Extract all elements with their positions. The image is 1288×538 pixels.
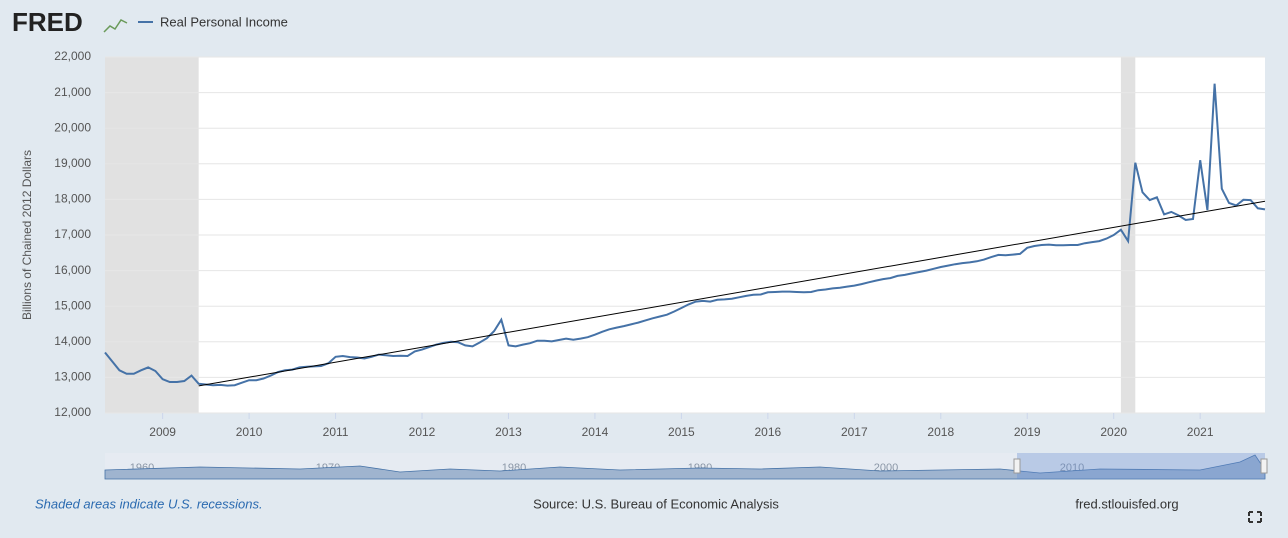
navigator-selection[interactable] bbox=[1017, 453, 1265, 479]
fullscreen-icon[interactable] bbox=[1248, 511, 1262, 523]
site: fred.stlouisfed.org bbox=[1075, 496, 1178, 511]
y-tick-label: 20,000 bbox=[54, 120, 91, 134]
y-tick-label: 13,000 bbox=[54, 370, 91, 384]
x-tick-label: 2016 bbox=[755, 425, 782, 439]
x-tick-label: 2019 bbox=[1014, 425, 1041, 439]
y-tick-label: 19,000 bbox=[54, 156, 91, 170]
y-tick-label: 21,000 bbox=[54, 85, 91, 99]
navigator-handle[interactable] bbox=[1260, 458, 1268, 474]
y-tick-label: 18,000 bbox=[54, 192, 91, 206]
x-tick-label: 2011 bbox=[323, 425, 349, 439]
y-axis-label: Billions of Chained 2012 Dollars bbox=[20, 150, 34, 320]
x-tick-label: 2017 bbox=[841, 425, 868, 439]
source: Source: U.S. Bureau of Economic Analysis bbox=[533, 496, 779, 511]
x-tick-label: 2015 bbox=[668, 425, 695, 439]
x-tick-label: 2021 bbox=[1187, 425, 1214, 439]
x-tick-label: 2018 bbox=[927, 425, 954, 439]
navigator-handle[interactable] bbox=[1013, 458, 1021, 474]
x-tick-label: 2009 bbox=[149, 425, 176, 439]
navigator-series bbox=[104, 454, 1266, 480]
x-tick-label: 2020 bbox=[1100, 425, 1127, 439]
series-line bbox=[104, 83, 1266, 387]
logo: FRED bbox=[12, 7, 83, 37]
x-tick-label: 2012 bbox=[409, 425, 436, 439]
y-tick-label: 16,000 bbox=[54, 263, 91, 277]
y-tick-label: 17,000 bbox=[54, 227, 91, 241]
logo-icon bbox=[103, 19, 128, 33]
y-tick-label: 12,000 bbox=[54, 405, 91, 419]
y-tick-label: 15,000 bbox=[54, 298, 91, 312]
y-tick-label: 14,000 bbox=[54, 334, 91, 348]
x-tick-label: 2014 bbox=[582, 425, 609, 439]
trend-line bbox=[198, 200, 1266, 387]
y-tick-label: 22,000 bbox=[54, 49, 91, 63]
x-tick-label: 2013 bbox=[495, 425, 522, 439]
x-tick-label: 2010 bbox=[236, 425, 263, 439]
legend-label: Real Personal Income bbox=[160, 14, 288, 29]
recession-note: Shaded areas indicate U.S. recessions. bbox=[35, 496, 263, 511]
